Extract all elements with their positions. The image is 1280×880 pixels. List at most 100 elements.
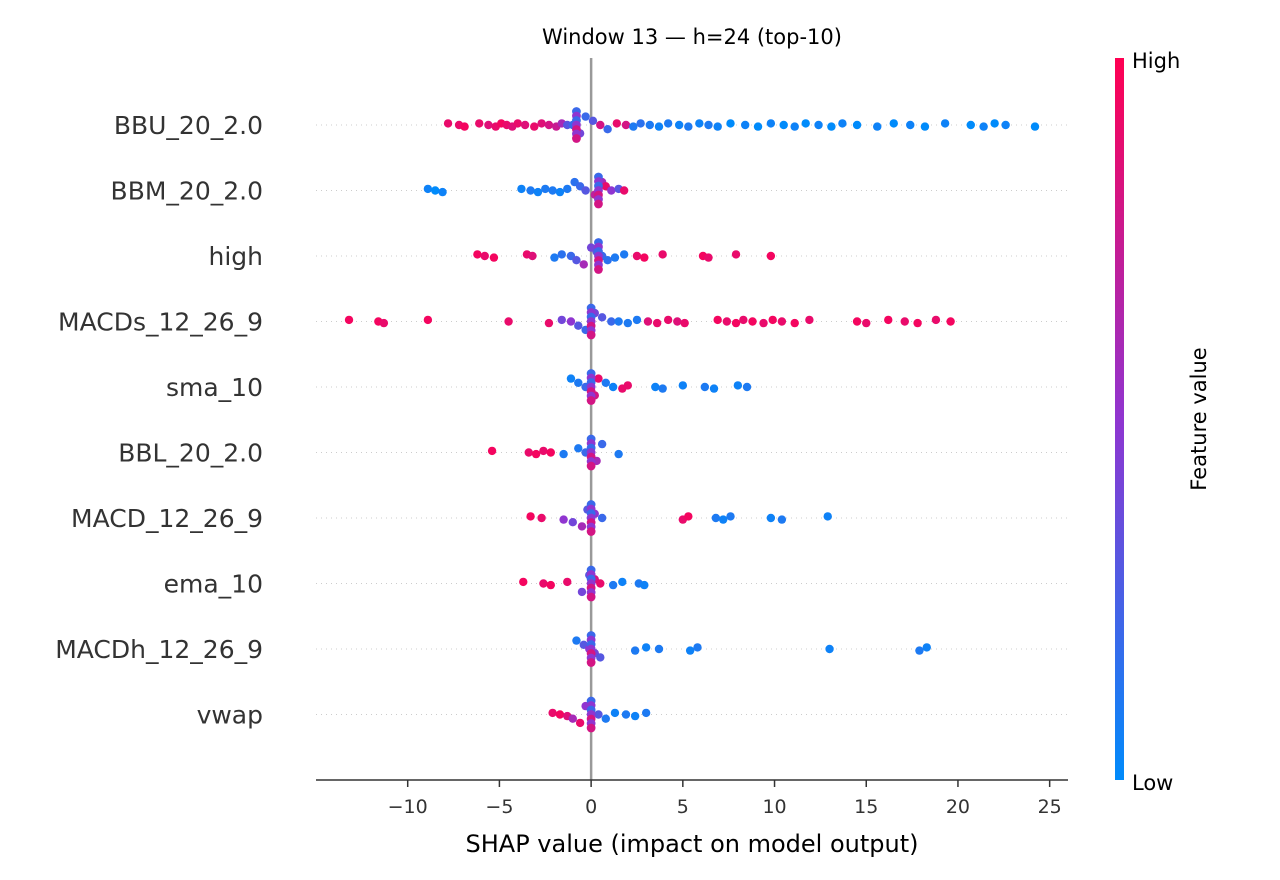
shap-point <box>940 119 950 128</box>
shap-point <box>594 710 603 719</box>
shap-point <box>621 120 631 130</box>
feature-points <box>572 631 931 667</box>
feature-points <box>443 107 1040 143</box>
feature-label: MACDh_12_26_9 <box>55 635 263 664</box>
shap-point <box>838 119 847 128</box>
shap-point <box>475 119 484 128</box>
x-tick-label: 5 <box>677 796 689 818</box>
shap-point <box>742 382 752 392</box>
shap-point <box>722 317 732 326</box>
shap-point <box>779 120 788 130</box>
shap-point <box>623 381 633 390</box>
x-tick-label: −10 <box>388 796 428 818</box>
colorbar-title: Feature value <box>1187 347 1211 490</box>
feature-points <box>423 172 629 209</box>
shap-point <box>915 646 924 655</box>
shap-point <box>685 646 695 655</box>
shap-point <box>546 448 555 457</box>
shap-point <box>889 119 898 128</box>
shap-point <box>559 449 568 459</box>
shap-point <box>726 512 735 521</box>
shap-point <box>658 250 667 259</box>
shap-point <box>504 317 513 326</box>
shap-point <box>586 527 596 536</box>
shap-point <box>594 265 603 274</box>
shap-point <box>680 318 689 328</box>
shap-point <box>601 714 610 723</box>
shap-point <box>594 374 603 383</box>
shap-point <box>618 577 627 587</box>
shap-point <box>740 120 750 130</box>
shap-point <box>544 120 554 130</box>
shap-point <box>537 513 546 523</box>
shap-point <box>805 315 814 325</box>
shap-point <box>922 643 931 652</box>
colorbar-low-label: Low <box>1132 771 1173 795</box>
shap-point <box>423 184 433 194</box>
shap-point <box>652 318 662 328</box>
shap-point <box>581 186 590 195</box>
shap-point <box>539 446 548 456</box>
shap-point <box>610 253 620 262</box>
x-tick-label: 10 <box>762 796 786 818</box>
shap-point <box>572 256 581 265</box>
shap-point <box>557 315 566 325</box>
shap-point <box>711 513 721 523</box>
shap-point <box>906 120 915 130</box>
shap-point <box>704 120 713 130</box>
shap-point <box>630 711 640 721</box>
shap-point <box>623 318 633 328</box>
feature-label: vwap <box>197 701 263 730</box>
feature-points <box>566 369 752 405</box>
shap-point <box>733 381 743 390</box>
shap-point <box>603 256 612 265</box>
x-axis-ticks: −10 −5 0 5 10 15 20 25 <box>388 780 1062 818</box>
shap-point <box>610 708 620 718</box>
shap-point <box>596 653 605 662</box>
shap-point <box>526 186 535 195</box>
shap-point <box>537 119 546 128</box>
shap-point <box>574 321 583 330</box>
shap-point <box>517 184 526 194</box>
shap-point <box>572 134 581 143</box>
shap-point <box>566 374 576 383</box>
shap-point <box>704 253 713 262</box>
shap-point <box>654 122 664 131</box>
shap-point <box>726 119 735 128</box>
shap-point <box>663 119 673 128</box>
shap-point <box>614 449 623 459</box>
shap-point <box>632 315 642 325</box>
shap-point <box>640 580 649 590</box>
shap-point <box>900 317 909 326</box>
shap-point <box>524 448 533 457</box>
shap-point <box>640 253 649 262</box>
x-tick-label: −5 <box>485 796 513 818</box>
shap-point <box>684 122 693 131</box>
shap-point <box>601 378 610 387</box>
shap-point <box>480 251 489 261</box>
shap-point <box>641 643 651 652</box>
feature-label: high <box>208 242 263 271</box>
feature-points <box>344 303 955 340</box>
shap-point <box>520 120 530 130</box>
shap-point <box>801 119 810 128</box>
shap-point <box>913 318 922 328</box>
shap-point <box>546 580 555 590</box>
shap-point <box>827 122 836 131</box>
shap-point <box>597 513 607 523</box>
shap-point <box>379 318 389 328</box>
feature-grid-lines <box>316 124 1068 715</box>
shap-point <box>574 444 583 453</box>
shap-point <box>873 122 882 131</box>
shap-point <box>597 439 607 449</box>
shap-point <box>563 184 572 194</box>
shap-point <box>513 119 522 128</box>
shap-point <box>966 120 975 130</box>
shap-point <box>548 708 557 718</box>
shap-point <box>572 636 581 645</box>
shap-point <box>586 658 596 667</box>
shap-point <box>575 718 585 728</box>
shap-point <box>577 587 587 597</box>
shap-point <box>718 515 728 524</box>
